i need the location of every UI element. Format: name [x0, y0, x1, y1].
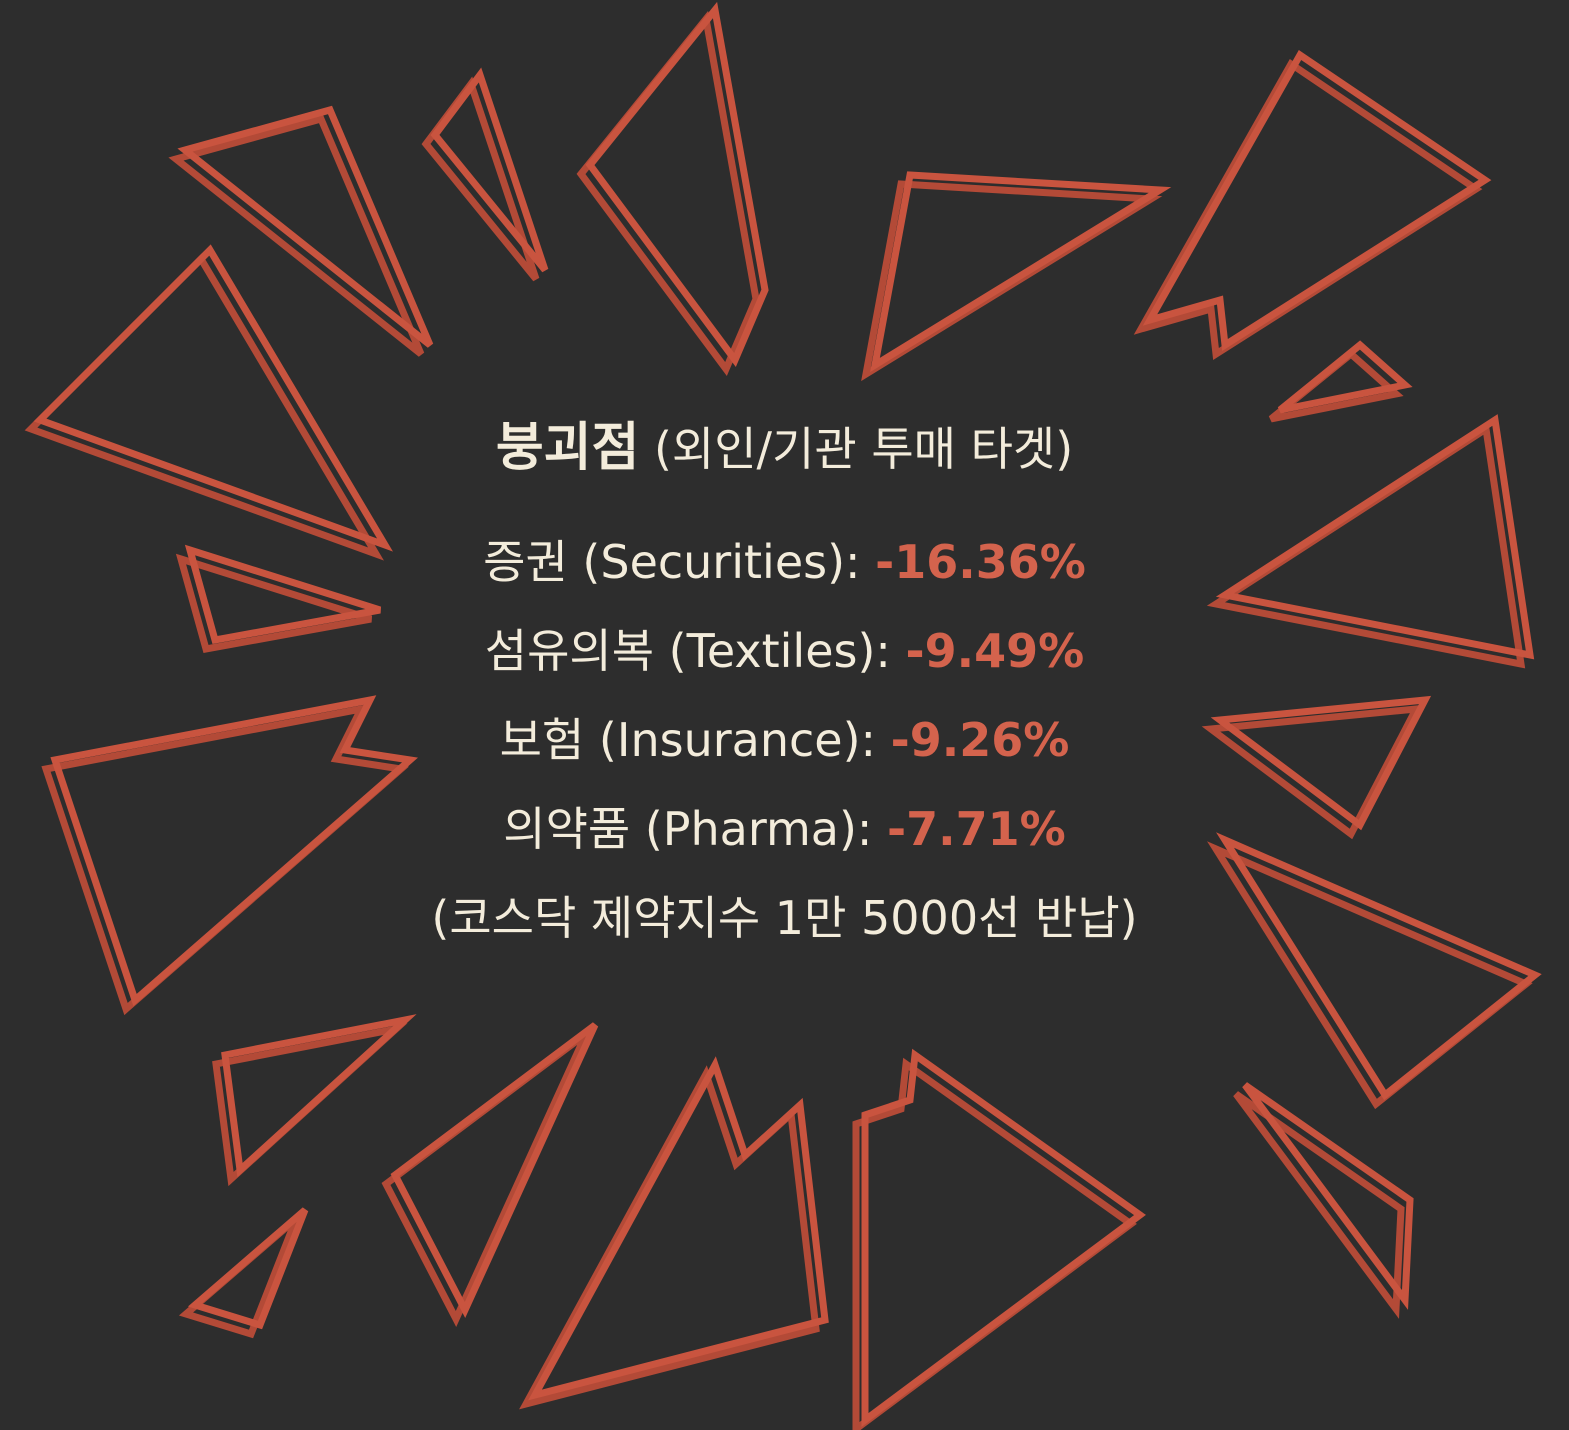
text-block: 붕괴점 (외인/기관 투매 타겟) 증권 (Securities): -16.3…	[0, 405, 1569, 963]
sector-label: 섬유의복 (Textiles):	[484, 624, 891, 678]
sector-change: -7.71%	[887, 802, 1066, 856]
subtitle: (외인/기관 투매 타겟)	[653, 422, 1074, 476]
sector-row: 의약품 (Pharma): -7.71%	[0, 785, 1569, 874]
sector-change: -9.49%	[905, 624, 1085, 678]
shard-outlines	[33, 1, 1542, 1427]
heading: 붕괴점 (외인/기관 투매 타겟)	[0, 405, 1569, 480]
sector-row: 증권 (Securities): -16.36%	[0, 518, 1569, 607]
sector-list: 증권 (Securities): -16.36% 섬유의복 (Textiles):…	[0, 518, 1569, 874]
sector-change: -16.36%	[875, 535, 1086, 589]
sector-change: -9.26%	[890, 713, 1070, 767]
title: 붕괴점	[495, 418, 640, 478]
sector-row: 보험 (Insurance): -9.26%	[0, 696, 1569, 785]
sector-label: 증권 (Securities):	[483, 535, 861, 589]
sector-label: 보험 (Insurance):	[499, 713, 877, 767]
note: (코스닥 제약지수 1만 5000선 반납)	[431, 891, 1138, 945]
sector-row: 섬유의복 (Textiles): -9.49%	[0, 607, 1569, 696]
sector-label: 의약품 (Pharma):	[503, 802, 873, 856]
